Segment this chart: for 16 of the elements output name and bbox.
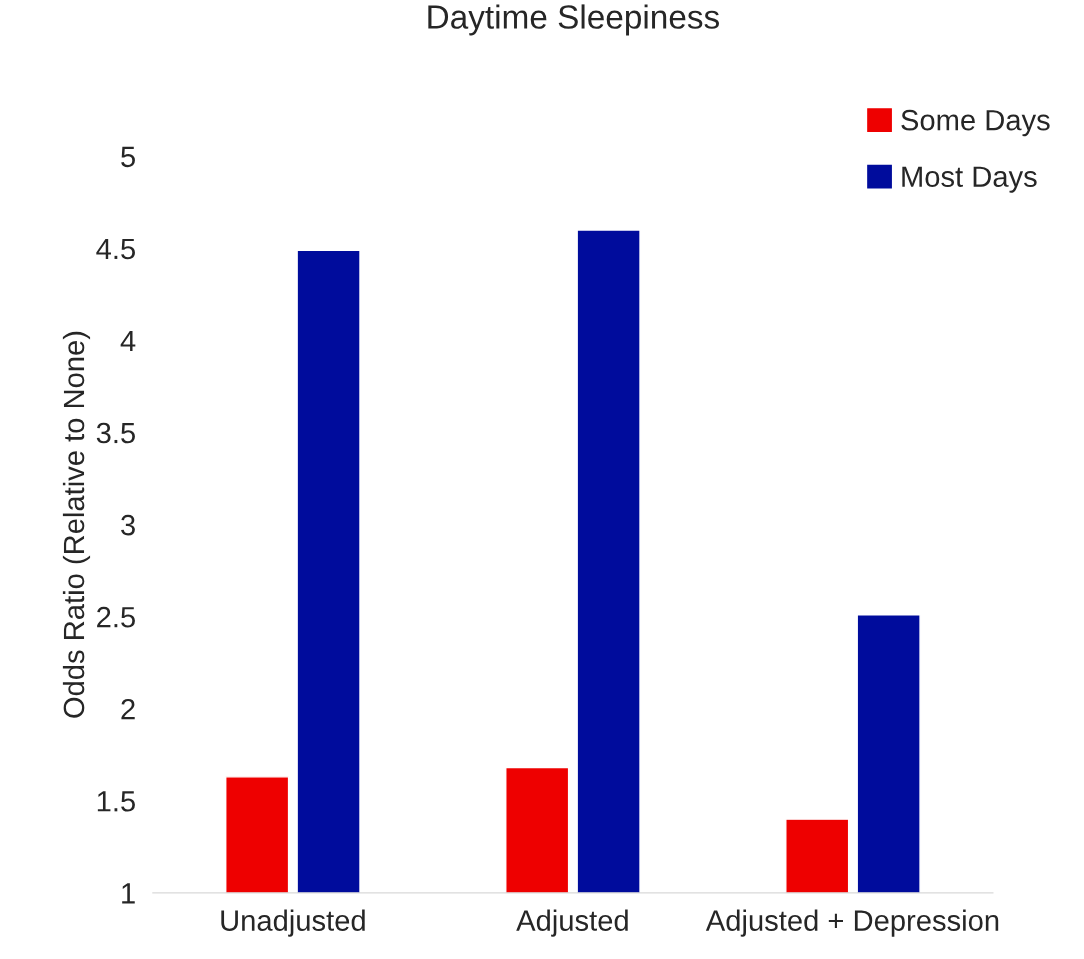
y-tick-label: 3.5 bbox=[96, 422, 135, 444]
y-tick-label: 4.5 bbox=[96, 238, 135, 260]
chart-title: Daytime Sleepiness bbox=[428, 4, 719, 36]
y-tick-label: 1.5 bbox=[97, 791, 135, 812]
legend-label: Most Days bbox=[902, 166, 1037, 193]
y-tick-label: 1 bbox=[122, 883, 135, 904]
x-tick-label: Unadjusted bbox=[221, 909, 365, 937]
y-tick-label: 3 bbox=[121, 514, 135, 536]
y-tick-label: 4 bbox=[120, 330, 136, 352]
legend-label: Some Days bbox=[901, 109, 1050, 137]
y-tick-label: 2.5 bbox=[97, 606, 135, 628]
y-axis-title: Odds Ratio (Relative to None) bbox=[62, 331, 91, 718]
y-tick-label: 5 bbox=[121, 146, 135, 168]
x-tick-label: Adjusted bbox=[516, 909, 628, 937]
x-tick-label: Adjusted + Depression bbox=[705, 909, 999, 937]
y-tick-label: 2 bbox=[121, 698, 135, 720]
